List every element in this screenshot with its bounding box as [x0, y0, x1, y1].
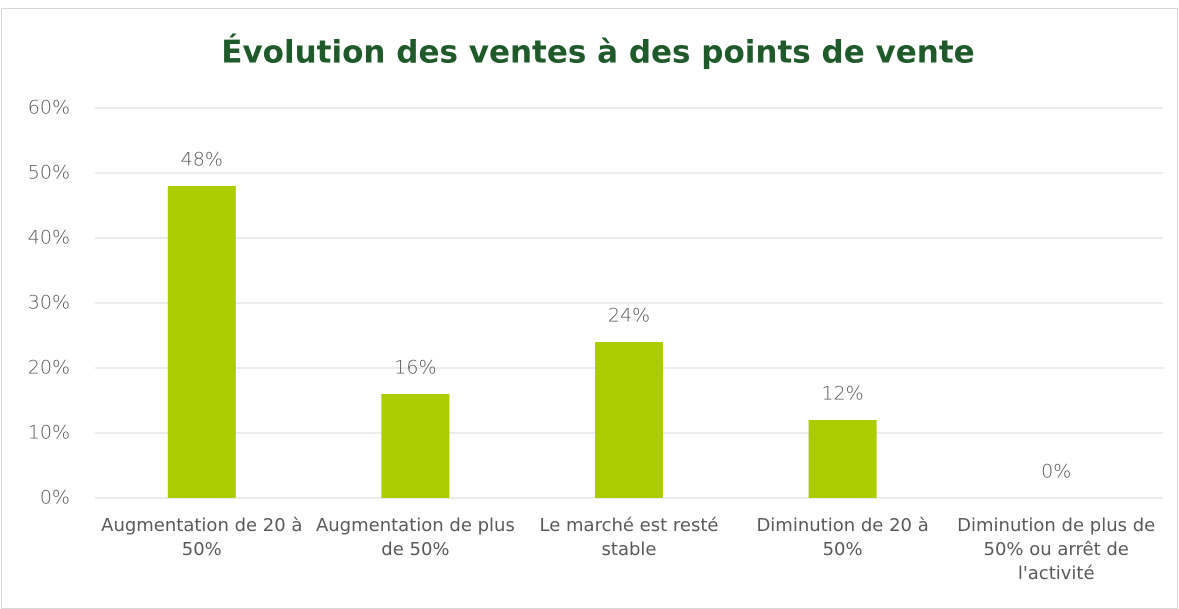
data-label: 16%	[394, 357, 436, 379]
bar	[381, 394, 450, 498]
bar	[167, 186, 236, 498]
bar	[595, 342, 663, 498]
y-tick-label: 40%	[28, 227, 70, 249]
x-tick-label: Diminution de 20 à 50%	[756, 515, 929, 560]
y-tick-label: 10%	[28, 422, 70, 444]
y-tick-label: 20%	[28, 357, 70, 379]
y-tick-label: 50%	[28, 162, 70, 184]
bar	[808, 420, 877, 498]
y-tick-label: 60%	[28, 97, 70, 119]
x-tick-label: Augmentation de 20 à 50%	[101, 515, 303, 560]
y-tick-label: 0%	[40, 487, 70, 509]
data-label: 12%	[821, 383, 863, 405]
x-tick-label: Diminution de plus de 50% ou arrêt de l'…	[957, 515, 1156, 584]
chart-title: Évolution des ventes à des points de ven…	[221, 35, 974, 71]
data-label: 24%	[608, 305, 650, 327]
data-label: 48%	[181, 149, 223, 171]
data-label: 0%	[1041, 461, 1071, 483]
y-tick-label: 30%	[28, 292, 70, 314]
x-tick-label: Le marché est resté stable	[539, 515, 719, 560]
x-tick-label: Augmentation de plus de 50%	[315, 515, 515, 560]
